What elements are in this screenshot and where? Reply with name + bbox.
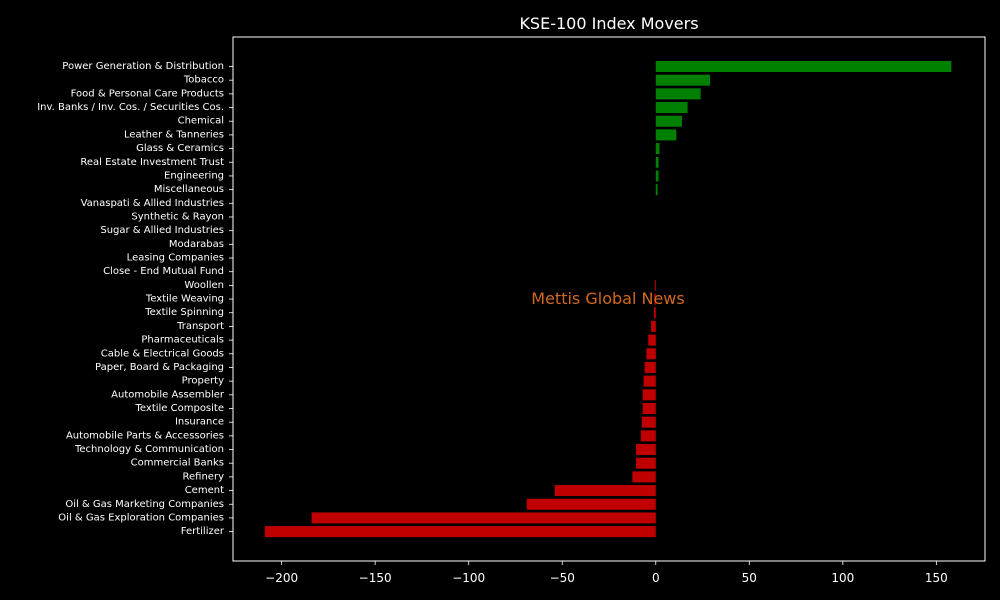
category-label: Cement	[185, 485, 224, 496]
bar-1	[655, 74, 711, 86]
category-label: Sugar & Allied Industries	[100, 225, 224, 236]
category-label: Chemical	[178, 116, 224, 127]
bar-8	[655, 170, 659, 182]
category-label: Engineering	[164, 170, 224, 181]
bars-layer	[264, 61, 952, 538]
category-label: Cable & Electrical Goods	[101, 348, 224, 359]
category-label: Commercial Banks	[131, 458, 224, 469]
category-label: Insurance	[175, 417, 224, 428]
x-tick-label: −100	[452, 571, 485, 585]
category-label: Oil & Gas Marketing Companies	[65, 499, 224, 510]
category-label: Textile Weaving	[145, 294, 224, 305]
x-tick-label: 0	[652, 571, 660, 585]
bar-24	[642, 389, 656, 401]
category-label: Transport	[176, 321, 224, 332]
bar-20	[648, 334, 656, 346]
bar-18	[653, 307, 656, 319]
bar-31	[554, 485, 656, 497]
bar-33	[311, 512, 656, 524]
bar-3	[655, 102, 688, 114]
category-label: Automobile Assembler	[111, 389, 225, 400]
category-label: Real Estate Investment Trust	[80, 157, 224, 168]
bar-17	[654, 293, 656, 305]
category-label: Refinery	[183, 471, 225, 482]
category-label: Synthetic & Rayon	[131, 211, 224, 222]
category-label: Leasing Companies	[127, 253, 224, 264]
category-label: Power Generation & Distribution	[62, 61, 224, 72]
bar-21	[646, 348, 656, 360]
category-label: Textile Composite	[135, 403, 224, 414]
x-tick-label: 150	[925, 571, 948, 585]
category-labels: Power Generation & Distribution Tobacco Fo…	[37, 61, 233, 537]
category-label: Tobacco	[183, 75, 224, 86]
x-tick-label: −50	[550, 571, 575, 585]
bar-4	[655, 115, 682, 127]
category-label: Miscellaneous	[154, 184, 224, 195]
bar-16	[654, 279, 656, 291]
bar-27	[640, 430, 656, 442]
category-label: Paper, Board & Packaging	[95, 362, 224, 373]
watermark-text: Mettis Global News	[531, 289, 684, 308]
category-label: Vanaspati & Allied Industries	[81, 198, 224, 209]
bar-2	[655, 88, 701, 100]
category-label: Technology & Communication	[74, 444, 224, 455]
x-tick-label: −200	[265, 571, 298, 585]
x-tick-label: −150	[359, 571, 392, 585]
category-label: Property	[182, 376, 224, 387]
bar-7	[655, 156, 659, 168]
bar-5	[655, 129, 677, 141]
bar-0	[655, 61, 952, 72]
x-tick-label: 50	[742, 571, 757, 585]
bar-22	[644, 361, 656, 373]
category-label: Fertilizer	[181, 526, 225, 537]
bar-29	[636, 457, 656, 469]
x-tick-label: 100	[831, 571, 854, 585]
bar-25	[642, 403, 656, 414]
bar-6	[655, 143, 660, 155]
category-label: Woollen	[184, 280, 224, 291]
x-axis-ticks: −200 −150 −100 −50 0 50 100 150	[265, 561, 948, 585]
category-label: Oil & Gas Exploration Companies	[58, 512, 224, 523]
category-label: Pharmaceuticals	[141, 335, 224, 346]
category-label: Leather & Tanneries	[124, 129, 224, 140]
bar-19	[651, 320, 656, 332]
category-label: Glass & Ceramics	[136, 143, 224, 154]
bar-28	[636, 444, 656, 456]
category-label: Automobile Parts & Accessories	[66, 430, 224, 441]
chart-title: KSE-100 Index Movers	[519, 14, 698, 33]
category-label: Modarabas	[169, 239, 224, 250]
bar-34	[264, 526, 656, 538]
category-label: Textile Spinning	[144, 307, 224, 318]
bar-9	[655, 184, 658, 196]
bar-26	[641, 416, 656, 428]
category-label: Inv. Banks / Inv. Cos. / Securities Cos.	[37, 102, 224, 113]
bar-32	[526, 498, 656, 510]
bar-30	[632, 471, 656, 483]
category-label: Food & Personal Care Products	[71, 88, 224, 99]
category-label: Close - End Mutual Fund	[103, 266, 224, 277]
bar-23	[643, 375, 656, 387]
